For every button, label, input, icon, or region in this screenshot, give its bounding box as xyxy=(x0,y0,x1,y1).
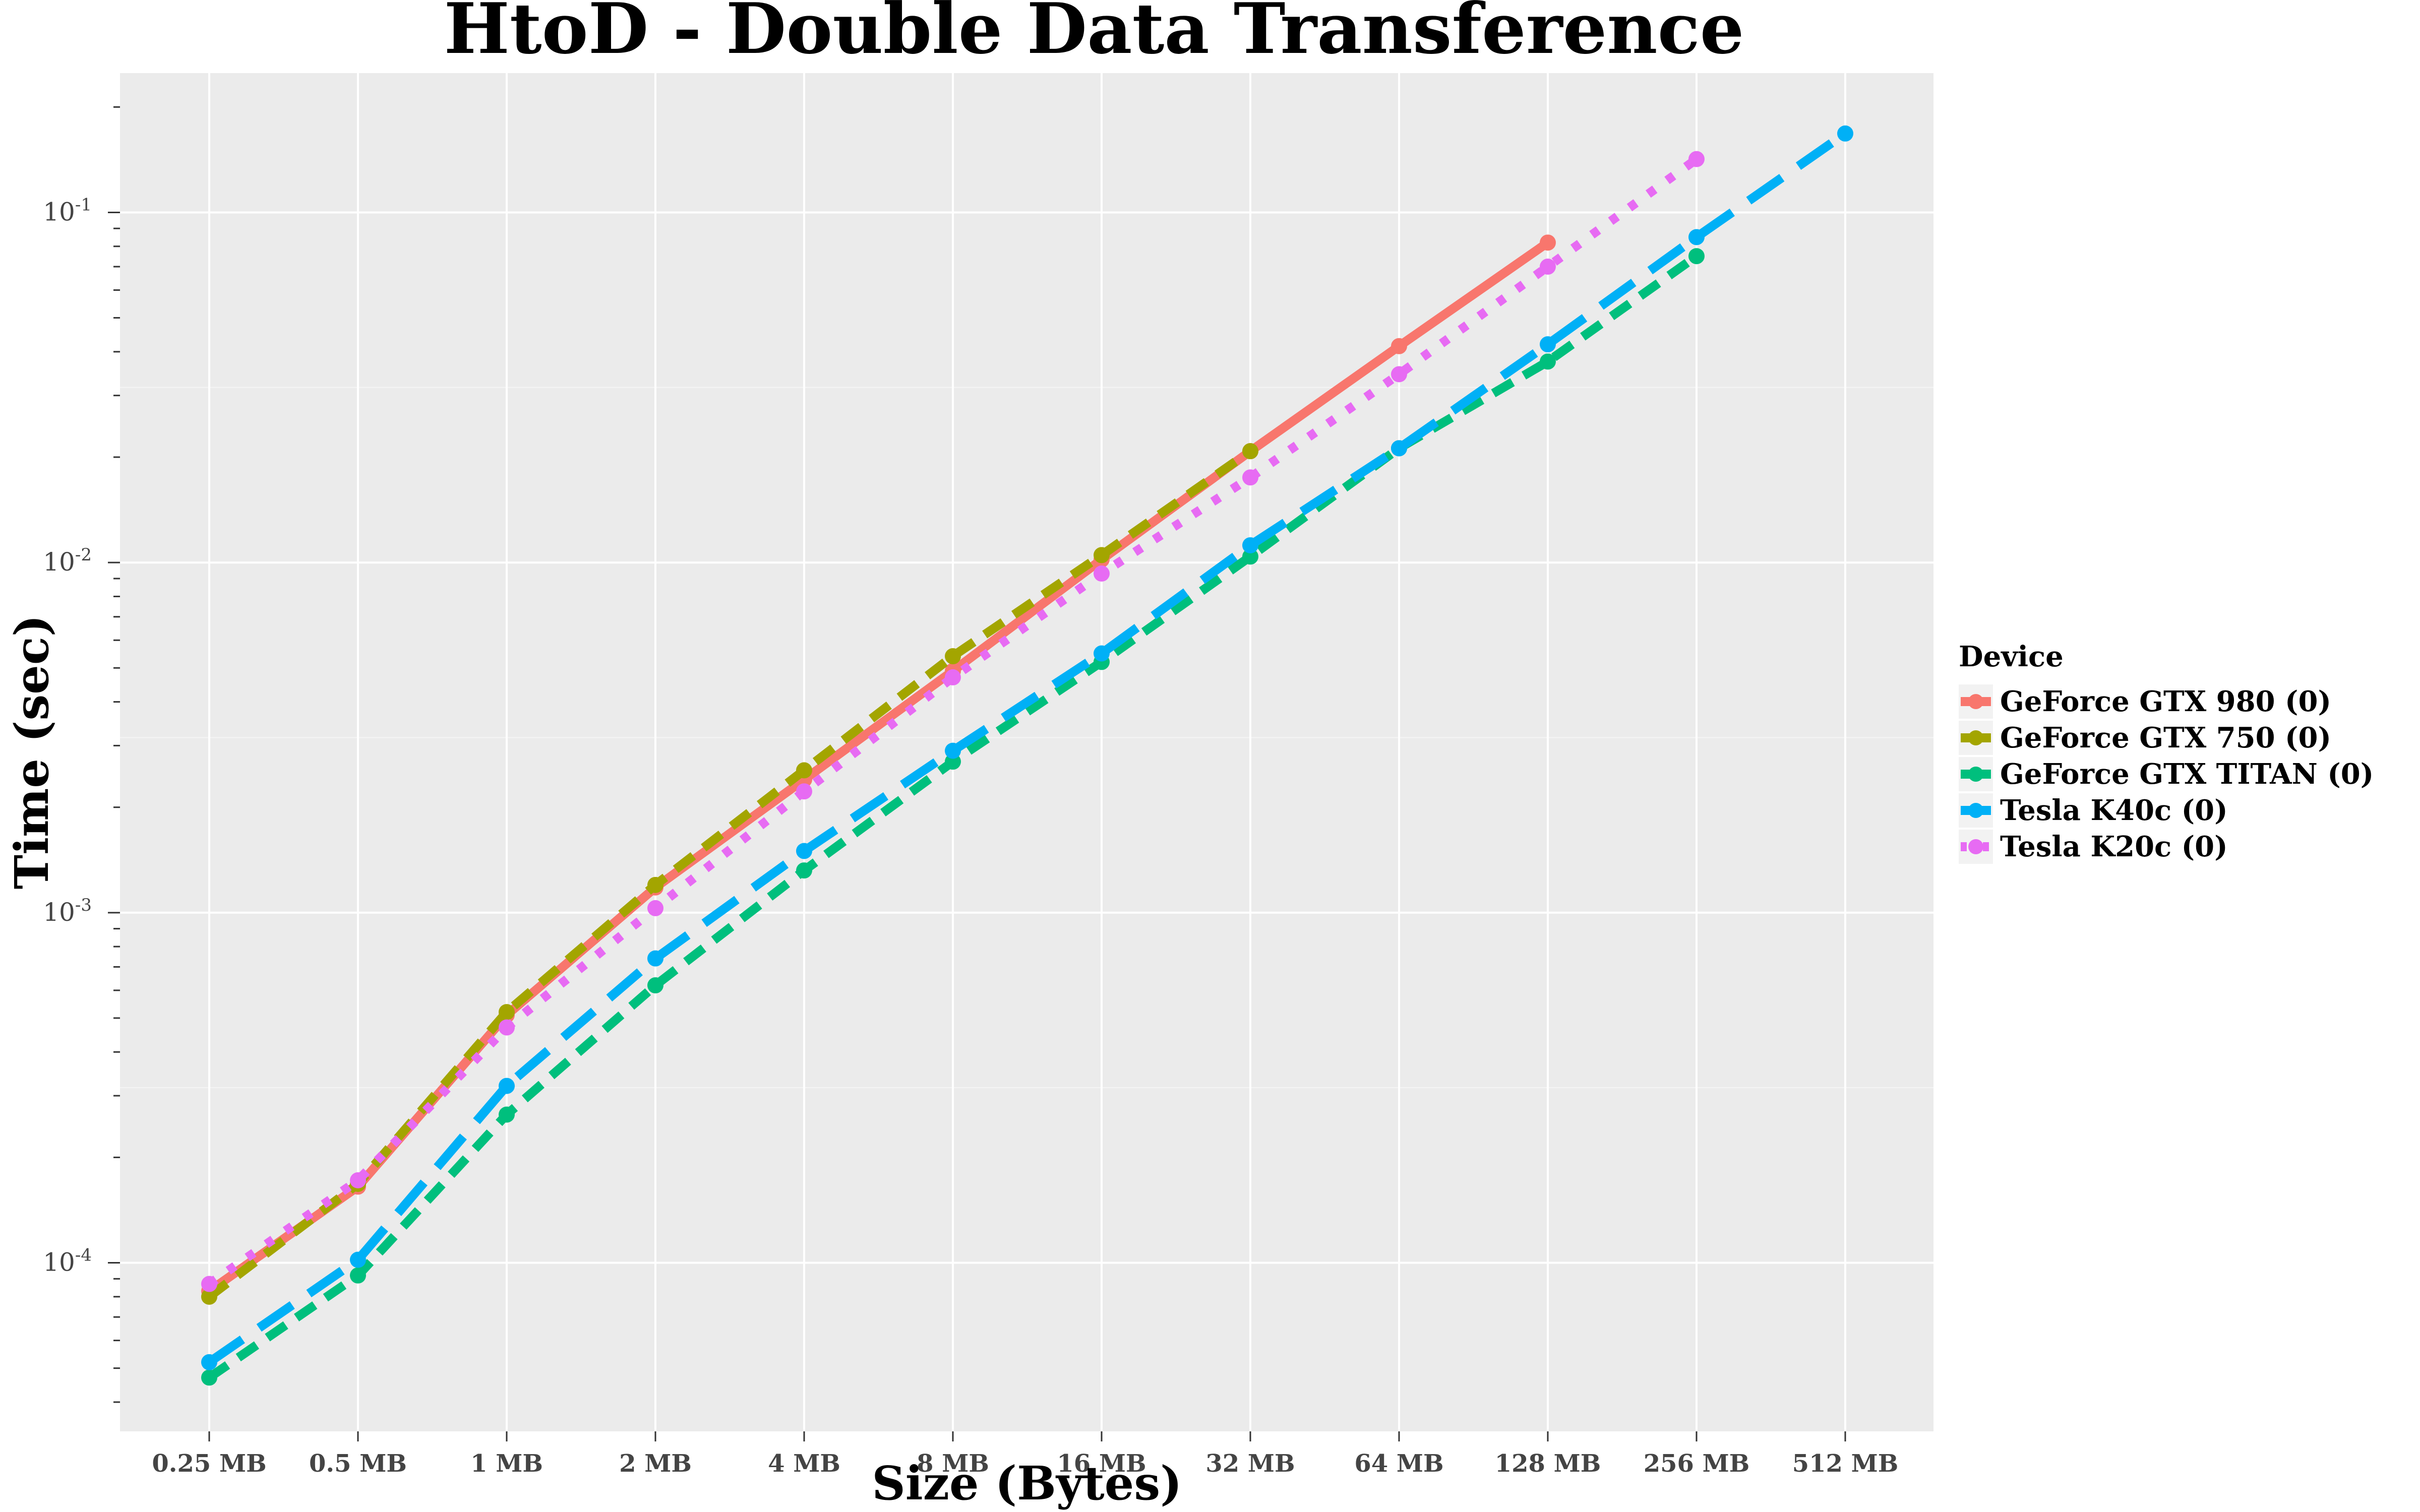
x-tick-label: 32 MB xyxy=(1205,1450,1295,1478)
y-axis-title: Time (sec) xyxy=(5,615,59,890)
plot-panel xyxy=(120,73,1933,1431)
legend-marker xyxy=(1968,767,1983,782)
data-point xyxy=(1391,338,1407,354)
data-point xyxy=(796,843,812,859)
data-point xyxy=(945,669,961,685)
data-point xyxy=(1242,537,1258,553)
legend-marker xyxy=(1968,694,1983,709)
data-point xyxy=(201,1369,217,1386)
legend-label: GeForce GTX 980 (0) xyxy=(2000,685,2331,718)
legend-item: Tesla K20c (0) xyxy=(1959,830,2228,864)
data-point xyxy=(499,1019,515,1036)
y-axis: 10-4 10-3 10-2 10-1 xyxy=(43,106,120,1403)
data-point xyxy=(1094,547,1110,563)
data-point xyxy=(1391,440,1407,457)
x-tick-label: 16 MB xyxy=(1057,1450,1146,1478)
legend-label: Tesla K20c (0) xyxy=(2000,830,2228,863)
data-point xyxy=(350,1267,366,1284)
data-point xyxy=(1242,548,1258,565)
data-point xyxy=(945,742,961,759)
legend: Device GeForce GTX 980 (0)GeForce GTX 75… xyxy=(1959,640,2374,864)
data-point xyxy=(647,950,663,967)
legend-item: GeForce GTX TITAN (0) xyxy=(1959,757,2374,791)
y-tick-label: 10-3 xyxy=(43,895,92,927)
data-point xyxy=(499,1004,515,1021)
x-tick-label: 128 MB xyxy=(1495,1450,1601,1478)
series-line xyxy=(206,130,1848,1366)
data-point xyxy=(1540,259,1556,275)
data-point xyxy=(945,648,961,665)
y-tick-label: 10-4 xyxy=(43,1245,92,1277)
series-4 xyxy=(201,151,1705,1292)
legend-label: GeForce GTX TITAN (0) xyxy=(2000,758,2374,791)
data-point xyxy=(647,876,663,893)
chart-title: HtoD - Double Data Transference xyxy=(444,0,1744,70)
legend-item: GeForce GTX 980 (0) xyxy=(1959,684,2331,719)
y-tick-label: 10-1 xyxy=(43,195,92,226)
data-point xyxy=(1688,151,1705,167)
legend-label: GeForce GTX 750 (0) xyxy=(2000,721,2331,754)
data-point xyxy=(350,1251,366,1268)
data-point xyxy=(1242,443,1258,460)
data-point xyxy=(796,762,812,779)
data-point xyxy=(1540,353,1556,370)
data-point xyxy=(796,862,812,879)
data-point xyxy=(647,900,663,916)
x-tick-label: 4 MB xyxy=(768,1450,840,1478)
legend-marker xyxy=(1968,803,1983,818)
data-point xyxy=(1540,234,1556,251)
legend-item: Tesla K40c (0) xyxy=(1959,793,2228,828)
x-tick-label: 512 MB xyxy=(1792,1450,1899,1478)
data-point xyxy=(1094,645,1110,662)
series-layer xyxy=(201,125,1853,1386)
y-tick-label: 10-2 xyxy=(43,545,92,577)
grid-minor xyxy=(120,387,1933,1089)
x-tick-label: 1 MB xyxy=(470,1450,543,1478)
data-point xyxy=(1391,366,1407,383)
data-point xyxy=(1837,125,1853,142)
legend-title: Device xyxy=(1959,640,2064,673)
x-axis: 0.25 MB 0.5 MB 1 MB 2 MB 4 MB 8 MB 16 MB 32 MB 6… xyxy=(152,1431,1898,1478)
x-tick-label: 64 MB xyxy=(1354,1450,1443,1478)
data-point xyxy=(201,1288,217,1305)
data-point xyxy=(499,1106,515,1123)
data-point xyxy=(499,1078,515,1094)
x-tick-label: 8 MB xyxy=(917,1450,989,1478)
data-point xyxy=(647,977,663,994)
data-point xyxy=(1688,229,1705,245)
x-tick-label: 2 MB xyxy=(619,1450,692,1478)
series-3 xyxy=(201,125,1853,1370)
legend-item: GeForce GTX 750 (0) xyxy=(1959,721,2331,755)
x-tick-label: 0.25 MB xyxy=(152,1450,266,1478)
data-point xyxy=(1540,336,1556,353)
data-point xyxy=(201,1354,217,1370)
data-point xyxy=(350,1172,366,1188)
data-point xyxy=(201,1276,217,1292)
data-point xyxy=(1094,565,1110,582)
legend-marker xyxy=(1968,730,1983,745)
legend-marker xyxy=(1968,839,1983,854)
x-axis-title: Size (Bytes) xyxy=(872,1456,1182,1510)
x-tick-label: 0.5 MB xyxy=(309,1450,407,1478)
legend-label: Tesla K40c (0) xyxy=(2000,794,2228,827)
data-point xyxy=(1688,248,1705,265)
data-point xyxy=(1242,469,1258,486)
data-point xyxy=(796,783,812,800)
x-tick-label: 256 MB xyxy=(1644,1450,1750,1478)
